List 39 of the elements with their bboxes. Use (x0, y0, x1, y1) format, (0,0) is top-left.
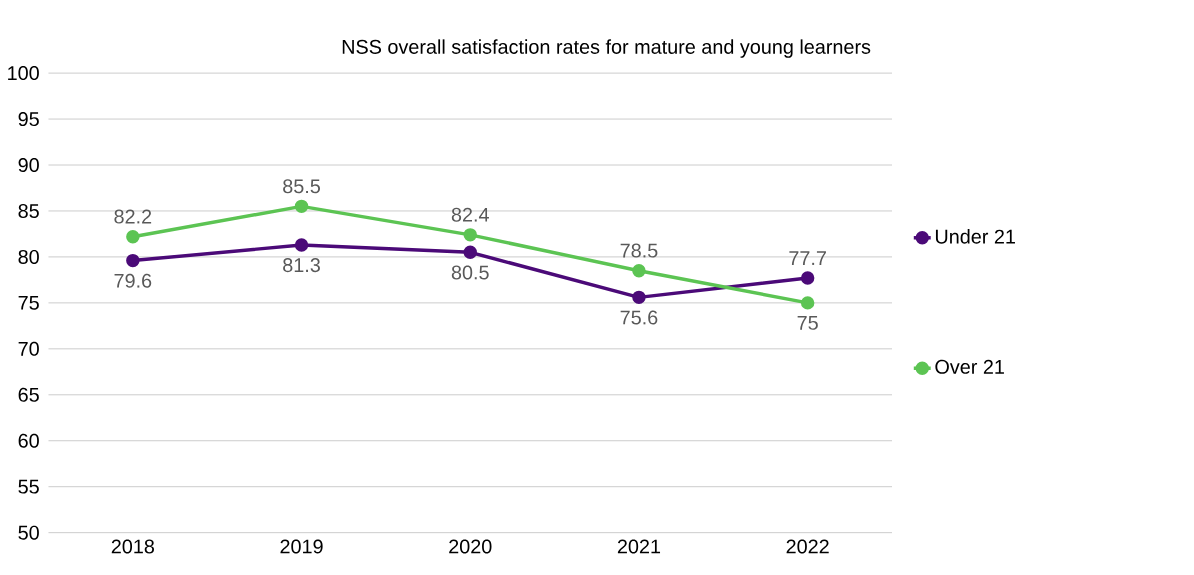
data-label: 79.6 (114, 273, 152, 288)
legend-label: Under 21 (935, 229, 1015, 244)
point (800, 271, 815, 285)
y-tick-label: 100 (8, 66, 39, 81)
point (632, 290, 646, 305)
point (294, 199, 309, 214)
x-tick-label: 2020 (449, 539, 492, 554)
data-label: 85.5 (283, 179, 320, 194)
chart-title: NSS overall satisfaction rates for mature and young learners (342, 39, 871, 58)
y-tick-label: 85 (18, 203, 39, 219)
y-tick-label: 95 (18, 112, 39, 127)
data-label: 80.5 (451, 265, 489, 280)
point (126, 230, 140, 244)
y-tick-label: 80 (18, 249, 39, 264)
data-label: 78.5 (620, 243, 658, 258)
y-tick-label: 70 (18, 341, 39, 356)
legend-label: Over 21 (935, 359, 1004, 374)
x-tick-label: 2018 (111, 539, 155, 554)
data-label: 82.2 (114, 209, 152, 224)
x-tick-label: 2019 (280, 539, 323, 554)
y-tick-label: 60 (18, 433, 39, 448)
point (632, 264, 646, 278)
y-tick-label: 90 (18, 158, 39, 173)
data-label: 81.3 (283, 258, 320, 273)
data-label: 77.7 (789, 251, 826, 265)
y-tick-label: 55 (18, 479, 39, 494)
point (463, 245, 477, 260)
data-label: 75 (797, 316, 818, 330)
y-tick-label: 75 (18, 296, 39, 310)
x-tick-label: 2022 (786, 539, 829, 554)
point (126, 253, 140, 268)
data-label: 75.6 (620, 310, 658, 325)
y-tick-label: 65 (18, 387, 39, 402)
y-tick-label: 50 (18, 525, 39, 540)
point (800, 296, 815, 310)
point (463, 228, 477, 242)
point (294, 238, 309, 252)
data-label: 82.4 (451, 207, 489, 222)
x-tick-label: 2021 (617, 539, 661, 554)
